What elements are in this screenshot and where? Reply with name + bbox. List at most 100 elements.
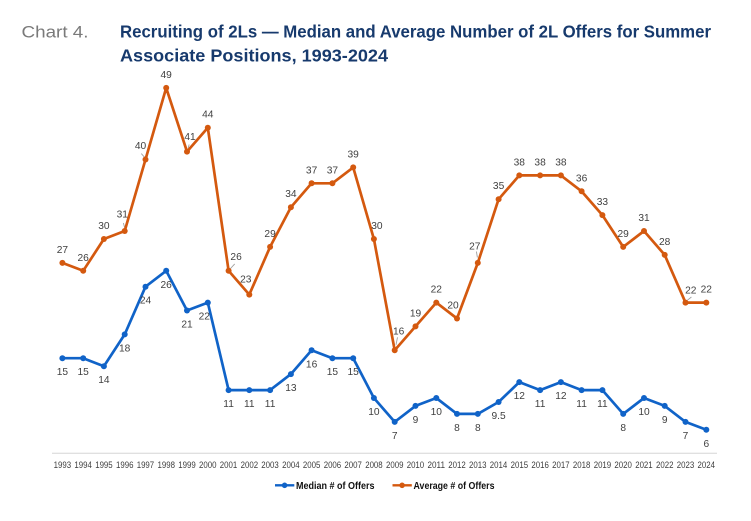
svg-text:8: 8 bbox=[454, 423, 460, 434]
svg-text:37: 37 bbox=[306, 165, 318, 176]
svg-text:10: 10 bbox=[431, 407, 443, 418]
svg-text:2021: 2021 bbox=[635, 460, 653, 471]
svg-text:2024: 2024 bbox=[698, 460, 716, 471]
svg-text:2003: 2003 bbox=[261, 460, 279, 471]
svg-text:8: 8 bbox=[620, 423, 626, 434]
svg-text:15: 15 bbox=[57, 367, 69, 378]
svg-text:1996: 1996 bbox=[116, 460, 134, 471]
svg-text:24: 24 bbox=[140, 296, 152, 307]
svg-text:2022: 2022 bbox=[656, 460, 674, 471]
svg-text:1994: 1994 bbox=[74, 460, 92, 471]
svg-text:15: 15 bbox=[78, 367, 90, 378]
svg-text:Median # of Offers: Median # of Offers bbox=[296, 480, 375, 492]
svg-text:2017: 2017 bbox=[552, 460, 570, 471]
svg-text:11: 11 bbox=[597, 399, 608, 410]
svg-text:11: 11 bbox=[265, 399, 276, 410]
svg-text:26: 26 bbox=[161, 280, 173, 291]
svg-text:2018: 2018 bbox=[573, 460, 591, 471]
svg-text:26: 26 bbox=[78, 253, 90, 264]
svg-text:38: 38 bbox=[555, 157, 567, 168]
svg-text:28: 28 bbox=[659, 237, 671, 248]
svg-text:2023: 2023 bbox=[677, 460, 695, 471]
svg-text:37: 37 bbox=[327, 165, 339, 176]
svg-text:44: 44 bbox=[202, 110, 214, 121]
svg-text:2019: 2019 bbox=[594, 460, 612, 471]
svg-text:31: 31 bbox=[117, 210, 129, 221]
svg-text:2006: 2006 bbox=[324, 460, 342, 471]
svg-text:2001: 2001 bbox=[220, 460, 238, 471]
svg-text:2013: 2013 bbox=[469, 460, 487, 471]
svg-text:2005: 2005 bbox=[303, 460, 321, 471]
svg-text:2000: 2000 bbox=[199, 460, 217, 471]
svg-text:13: 13 bbox=[285, 383, 297, 394]
svg-text:14: 14 bbox=[98, 375, 110, 386]
svg-text:22: 22 bbox=[685, 285, 697, 296]
svg-text:9: 9 bbox=[413, 415, 419, 426]
svg-text:2016: 2016 bbox=[531, 460, 549, 471]
svg-text:12: 12 bbox=[555, 391, 567, 402]
svg-text:16: 16 bbox=[393, 327, 405, 338]
svg-text:35: 35 bbox=[493, 181, 505, 192]
svg-text:21: 21 bbox=[181, 320, 193, 331]
svg-text:11: 11 bbox=[535, 399, 546, 410]
svg-text:2008: 2008 bbox=[365, 460, 383, 471]
svg-text:8: 8 bbox=[475, 423, 481, 434]
svg-text:1995: 1995 bbox=[95, 460, 113, 471]
svg-text:10: 10 bbox=[638, 407, 650, 418]
svg-text:11: 11 bbox=[223, 399, 234, 410]
svg-text:34: 34 bbox=[285, 189, 297, 200]
svg-text:26: 26 bbox=[230, 252, 242, 263]
svg-text:2007: 2007 bbox=[344, 460, 362, 471]
svg-text:2010: 2010 bbox=[407, 460, 425, 471]
svg-text:40: 40 bbox=[135, 141, 147, 152]
svg-text:23: 23 bbox=[240, 275, 252, 286]
svg-text:2002: 2002 bbox=[241, 460, 259, 471]
svg-text:19: 19 bbox=[410, 308, 422, 319]
svg-text:27: 27 bbox=[57, 245, 69, 256]
svg-text:15: 15 bbox=[327, 367, 339, 378]
svg-text:Average # of Offers: Average # of Offers bbox=[414, 480, 495, 492]
svg-text:29: 29 bbox=[264, 229, 276, 240]
svg-text:22: 22 bbox=[199, 312, 211, 323]
svg-text:2012: 2012 bbox=[448, 460, 466, 471]
svg-text:1993: 1993 bbox=[54, 460, 72, 471]
svg-text:2014: 2014 bbox=[490, 460, 508, 471]
svg-text:30: 30 bbox=[98, 221, 110, 232]
svg-text:7: 7 bbox=[392, 431, 398, 442]
svg-text:30: 30 bbox=[371, 221, 383, 232]
svg-text:2004: 2004 bbox=[282, 460, 300, 471]
svg-text:7: 7 bbox=[683, 431, 689, 442]
svg-text:11: 11 bbox=[244, 399, 255, 410]
svg-text:22: 22 bbox=[701, 285, 713, 296]
svg-text:10: 10 bbox=[368, 407, 380, 418]
svg-text:9: 9 bbox=[662, 415, 668, 426]
svg-text:16: 16 bbox=[306, 359, 318, 370]
svg-text:18: 18 bbox=[119, 343, 131, 354]
svg-text:22: 22 bbox=[431, 285, 443, 296]
svg-text:Recruiting of 2Ls — Median and: Recruiting of 2Ls — Median and Average N… bbox=[120, 22, 711, 42]
svg-text:36: 36 bbox=[576, 173, 588, 184]
svg-text:38: 38 bbox=[514, 157, 526, 168]
svg-text:11: 11 bbox=[576, 399, 587, 410]
svg-text:49: 49 bbox=[161, 70, 173, 81]
svg-text:39: 39 bbox=[348, 149, 360, 160]
svg-text:29: 29 bbox=[618, 229, 630, 240]
svg-text:41: 41 bbox=[184, 132, 196, 143]
svg-text:2020: 2020 bbox=[614, 460, 632, 471]
svg-text:2011: 2011 bbox=[428, 460, 446, 471]
svg-text:15: 15 bbox=[348, 367, 360, 378]
svg-text:31: 31 bbox=[638, 213, 650, 224]
svg-text:12: 12 bbox=[514, 391, 526, 402]
svg-text:6: 6 bbox=[703, 439, 709, 450]
svg-text:2009: 2009 bbox=[386, 460, 404, 471]
svg-text:2015: 2015 bbox=[511, 460, 528, 471]
svg-text:Chart 4.: Chart 4. bbox=[22, 23, 89, 42]
svg-text:1997: 1997 bbox=[137, 460, 155, 471]
svg-text:Associate Positions, 1993-2024: Associate Positions, 1993-2024 bbox=[120, 46, 388, 66]
svg-text:1998: 1998 bbox=[158, 460, 176, 471]
svg-text:27: 27 bbox=[469, 242, 481, 253]
svg-text:20: 20 bbox=[447, 301, 459, 312]
svg-text:38: 38 bbox=[534, 157, 546, 168]
svg-text:1999: 1999 bbox=[178, 460, 196, 471]
svg-text:33: 33 bbox=[597, 197, 609, 208]
